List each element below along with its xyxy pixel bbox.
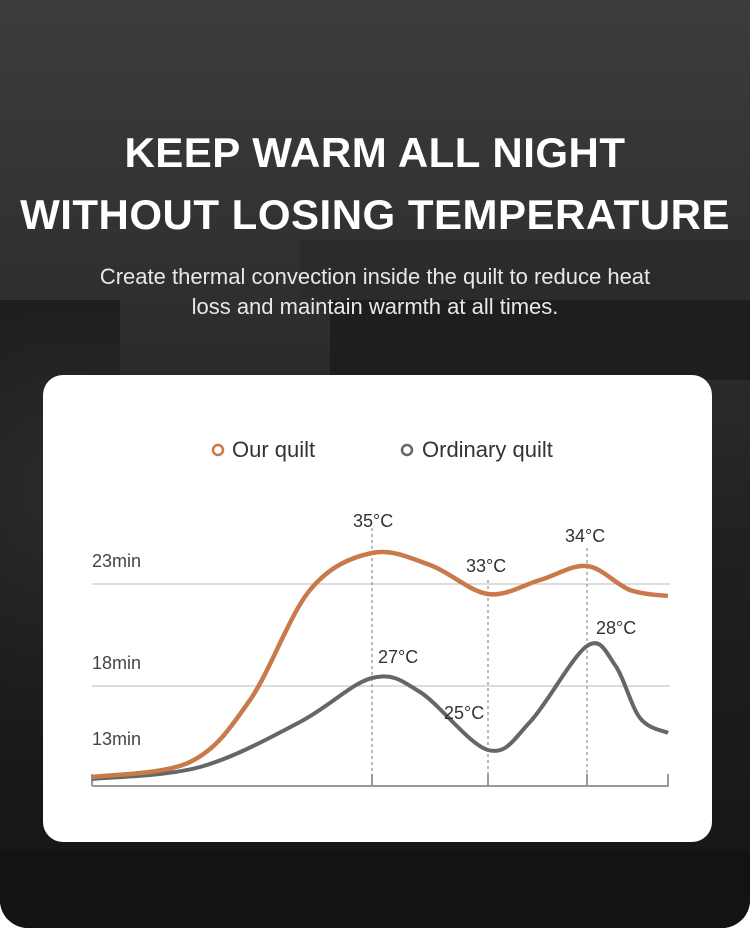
annotation-our-quilt-1: 33°C <box>466 556 506 576</box>
annotation-our-quilt-0: 35°C <box>353 511 393 531</box>
y-label-18min: 18min <box>92 653 141 673</box>
legend-label-our-quilt: Our quilt <box>232 437 315 462</box>
page-subtitle: Create thermal convection inside the qui… <box>99 264 651 319</box>
annotation-ordinary-quilt-2: 28°C <box>596 618 636 638</box>
chart-card <box>43 375 712 842</box>
annotation-ordinary-quilt-0: 27°C <box>378 647 418 667</box>
annotation-our-quilt-2: 34°C <box>565 526 605 546</box>
y-label-23min: 23min <box>92 551 141 571</box>
legend-label-ordinary-quilt: Ordinary quilt <box>422 437 553 462</box>
series-line-ordinary-quilt <box>91 641 669 781</box>
y-label-13min: 13min <box>92 729 141 749</box>
series-line-our-quilt <box>91 549 669 780</box>
legend-marker-ordinary-quilt <box>400 443 414 457</box>
annotation-ordinary-quilt-1: 25°C <box>444 703 484 723</box>
legend: Our quilt Ordinary quilt <box>211 437 553 462</box>
legend-marker-our-quilt <box>211 443 225 457</box>
page-title: KEEP WARM ALL NIGHT WITHOUT LOSING TEMPER… <box>20 129 730 238</box>
